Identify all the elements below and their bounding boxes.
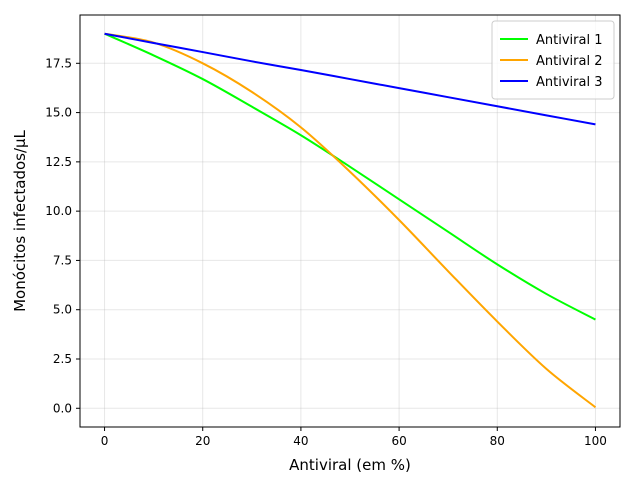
y-tick-label: 2.5 xyxy=(53,352,72,366)
y-axis: 0.0 2.5 5.0 7.5 10.0 12.5 15.0 17.5 xyxy=(45,56,80,415)
y-tick-label: 10.0 xyxy=(45,204,72,218)
y-tick-label: 5.0 xyxy=(53,303,72,317)
legend-label: Antiviral 2 xyxy=(536,54,602,69)
y-tick-label: 17.5 xyxy=(45,56,72,70)
x-tick-label: 40 xyxy=(293,434,308,448)
legend: Antiviral 1 Antiviral 2 Antiviral 3 xyxy=(491,20,615,100)
series-line-antiviral-1 xyxy=(104,32,596,321)
x-tick-label: 60 xyxy=(391,434,406,448)
x-tick-label: 80 xyxy=(490,434,505,448)
x-tick-label: 100 xyxy=(584,434,607,448)
x-tick-label: 0 xyxy=(101,434,109,448)
x-axis: 0 20 40 60 80 100 xyxy=(101,427,607,448)
legend-label: Antiviral 3 xyxy=(536,75,602,90)
y-tick-label: 7.5 xyxy=(53,253,72,267)
x-tick-label: 20 xyxy=(195,434,210,448)
y-axis-title: Monócitos infectados/µL xyxy=(11,129,29,311)
legend-box xyxy=(491,20,615,100)
series-line-antiviral-2 xyxy=(104,32,597,409)
y-tick-label: 12.5 xyxy=(45,155,72,169)
series-line-antiviral-3 xyxy=(104,32,596,126)
y-tick-label: 0.0 xyxy=(53,401,72,415)
y-tick-label: 15.0 xyxy=(45,106,72,120)
legend-label: Antiviral 1 xyxy=(536,33,602,48)
x-axis-title: Antiviral (em %) xyxy=(289,456,411,474)
series-lines xyxy=(104,32,597,409)
plot-frame xyxy=(79,14,621,428)
